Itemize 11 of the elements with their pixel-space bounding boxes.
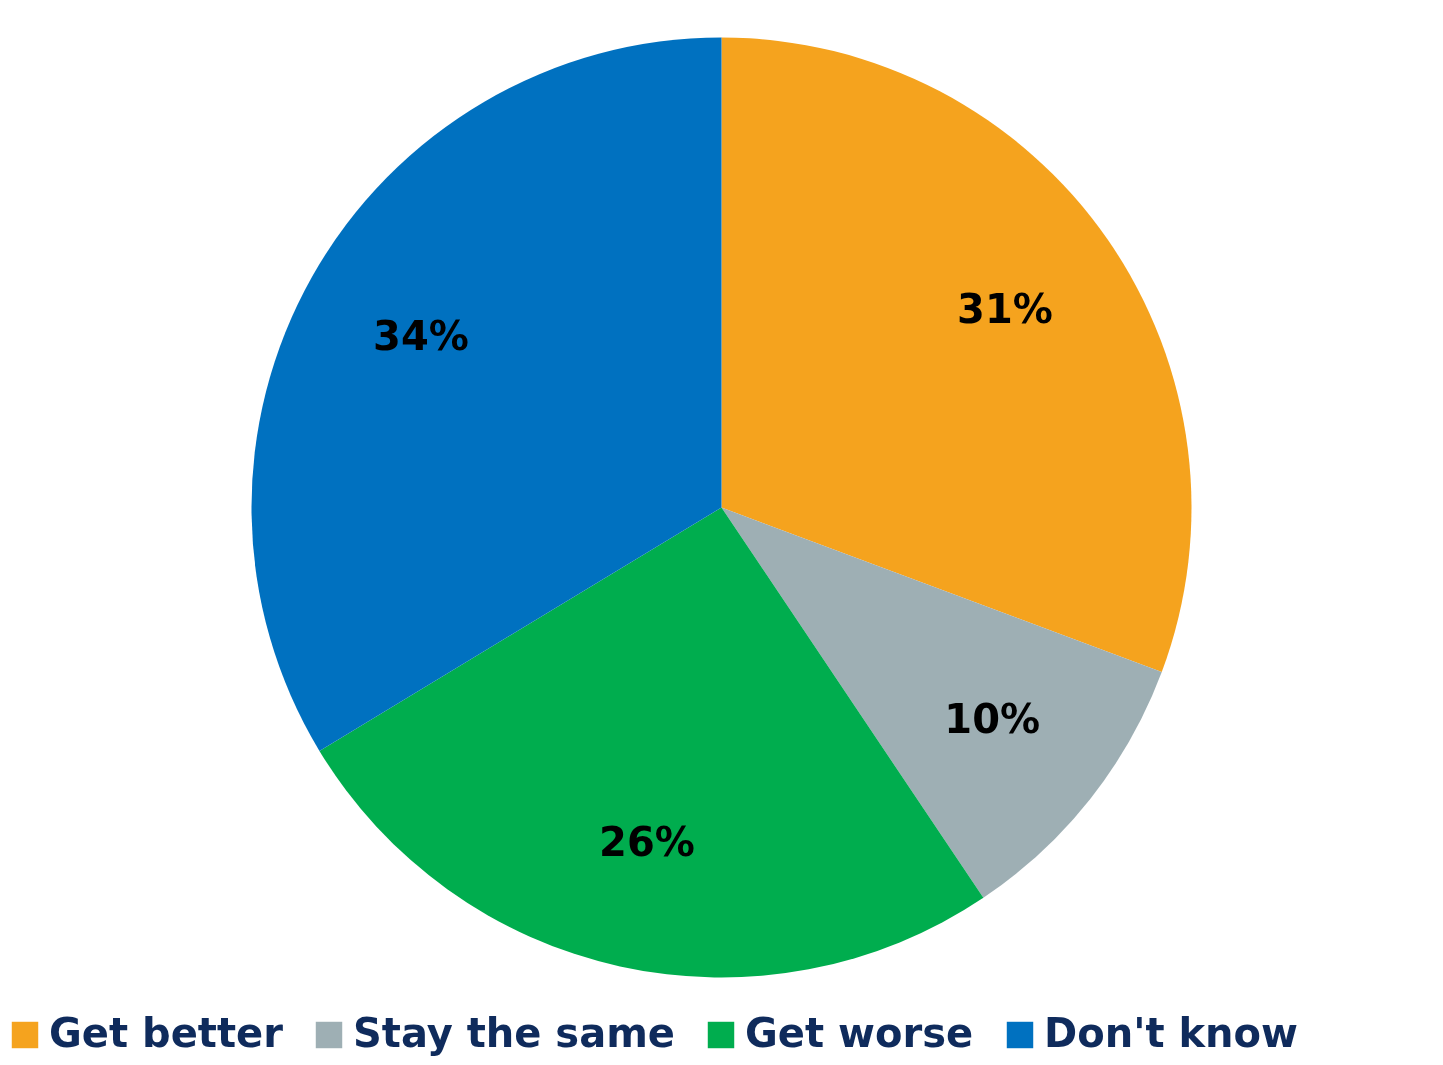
- legend-label: Get worse: [745, 1010, 974, 1056]
- legend-label: Get better: [49, 1010, 284, 1056]
- data-label: 10%: [944, 696, 1041, 743]
- pie-slice: [721, 37, 1192, 673]
- data-label: 26%: [599, 819, 695, 866]
- data-label: 31%: [957, 285, 1053, 332]
- legend-label: Stay the same: [353, 1010, 675, 1056]
- legend-label: Don't know: [1044, 1010, 1298, 1056]
- data-label: 34%: [373, 313, 469, 360]
- pie-slice: [252, 37, 722, 751]
- pie-slice: [721, 507, 1162, 898]
